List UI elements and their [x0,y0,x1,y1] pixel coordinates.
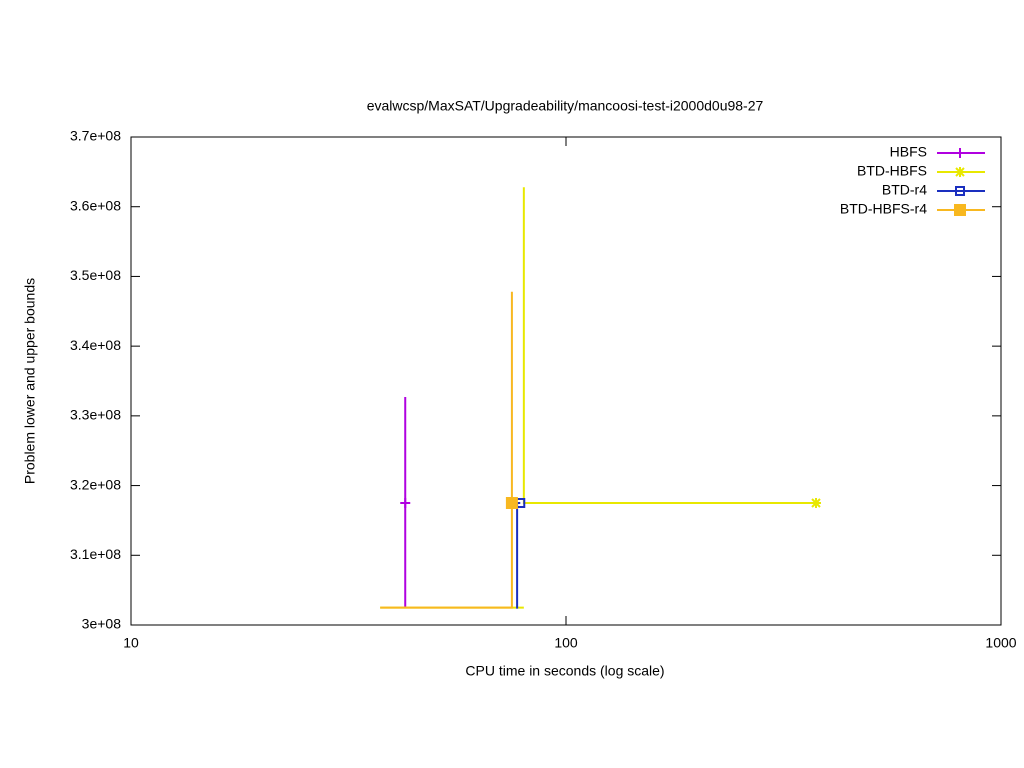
chart-title: evalwcsp/MaxSAT/Upgradeability/mancoosi-… [367,98,764,114]
marker [811,498,822,508]
legend-label: BTD-r4 [882,182,927,198]
x-tick-label: 1000 [985,635,1016,651]
series-line [516,502,521,609]
legend-marker [954,204,966,216]
y-tick-label: 3.7e+08 [70,128,121,144]
y-tick-label: 3.2e+08 [70,476,121,492]
x-tick-label: 10 [123,635,139,651]
legend-label: BTD-HBFS [857,163,927,179]
legend-marker [955,148,965,158]
y-tick-label: 3.6e+08 [70,197,121,213]
y-axis-label: Problem lower and upper bounds [22,278,38,484]
marker [400,498,411,508]
series-line [380,291,513,609]
y-tick-label: 3.1e+08 [70,546,121,562]
legend-marker [955,186,965,196]
marker [505,497,518,509]
x-axis-label: CPU time in seconds (log scale) [465,663,664,679]
legend-label: HBFS [890,144,927,160]
y-tick-label: 3.4e+08 [70,337,121,353]
y-tick-label: 3e+08 [82,616,122,632]
legend-marker [955,167,965,177]
x-tick-label: 100 [554,635,578,651]
legend-label: BTD-HBFS-r4 [840,201,927,217]
y-tick-label: 3.3e+08 [70,407,121,423]
y-tick-label: 3.5e+08 [70,267,121,283]
